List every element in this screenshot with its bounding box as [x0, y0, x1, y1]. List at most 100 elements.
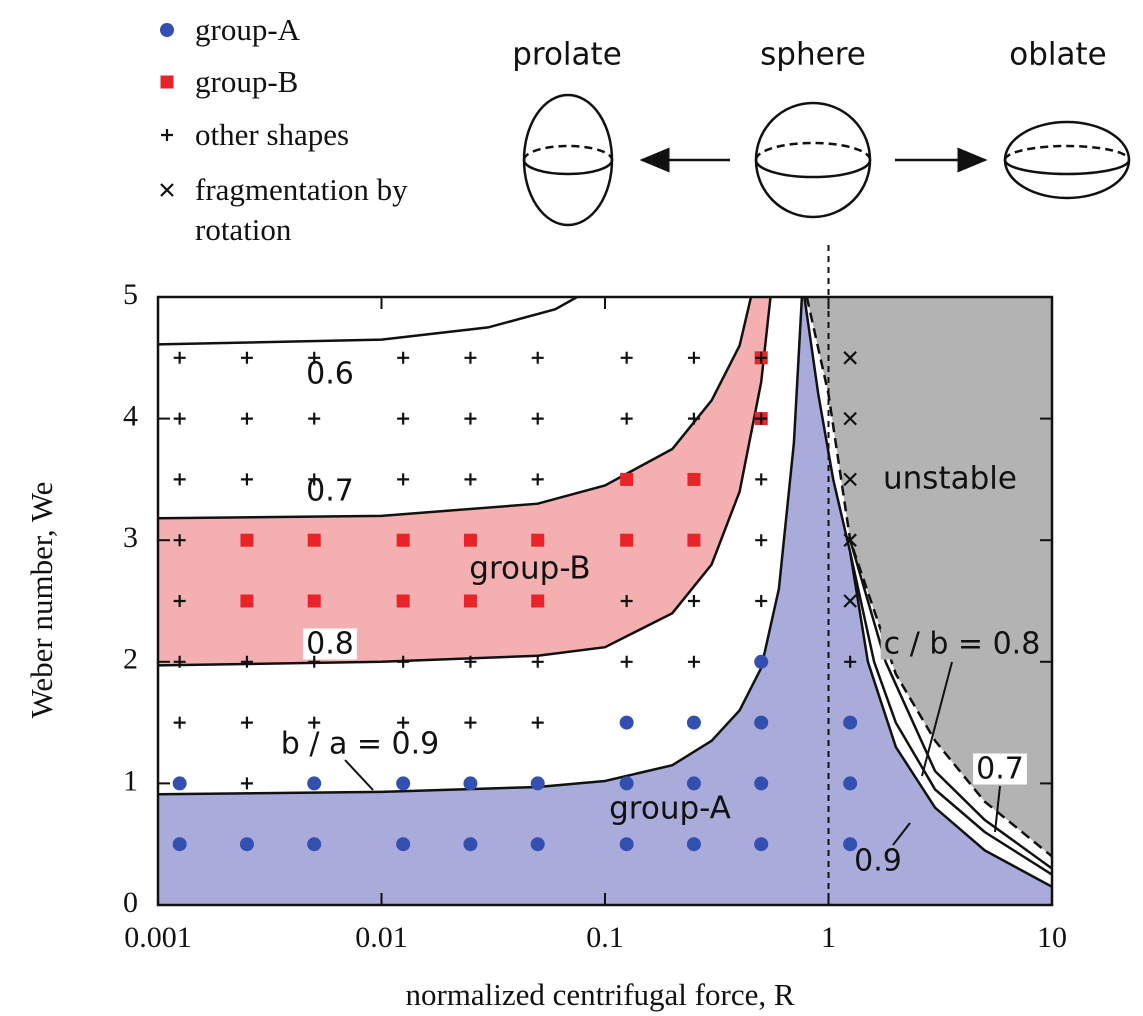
point: [463, 776, 478, 791]
curve-label: 0.8: [306, 627, 354, 662]
point: [307, 776, 322, 791]
point: [397, 412, 410, 425]
curve: [158, 297, 772, 667]
point: [172, 837, 187, 852]
point: [240, 533, 254, 547]
point: [843, 776, 858, 791]
leader-line: [892, 822, 911, 846]
point: [754, 715, 769, 730]
point: [308, 473, 321, 486]
point: [173, 351, 186, 364]
point: [843, 411, 857, 426]
legend-label: group-B: [195, 64, 299, 99]
x-axis-title: normalized centrifugal force, R: [405, 977, 794, 1012]
legend-marker: [160, 183, 174, 197]
point: [687, 351, 700, 364]
point: [531, 351, 544, 364]
curve: [158, 297, 578, 346]
point: [397, 351, 410, 364]
point: [620, 351, 633, 364]
point: [619, 837, 634, 852]
point: [464, 412, 477, 425]
point: [396, 594, 410, 608]
curve-label: b / a = 0.9: [281, 727, 440, 762]
point: [308, 412, 321, 425]
point: [687, 655, 700, 668]
point: [396, 533, 410, 547]
point: [620, 412, 633, 425]
point: [843, 837, 858, 852]
y-tick-label: 3: [123, 521, 138, 554]
point: [173, 716, 186, 729]
label-bg: [303, 475, 357, 507]
point: [620, 472, 634, 486]
label-bg: [303, 358, 357, 390]
point: [307, 594, 321, 608]
point: [308, 351, 321, 364]
point: [755, 595, 768, 607]
point: [531, 412, 544, 425]
region-label: group-A: [609, 791, 731, 827]
legend-label: fragmentation by rotation: [195, 172, 408, 247]
point: [687, 412, 700, 425]
point: [464, 473, 477, 486]
point: [754, 837, 769, 852]
point: [172, 776, 187, 791]
leader-line: [921, 661, 953, 777]
point: [686, 776, 701, 791]
point: [844, 655, 857, 668]
x-tick-label: 10: [1037, 921, 1067, 954]
point: [240, 412, 253, 425]
leader-line: [344, 759, 374, 791]
point: [240, 594, 254, 608]
label-bg: [851, 845, 905, 877]
shape-label: sphere: [760, 37, 866, 73]
point: [308, 655, 321, 668]
point: [686, 715, 701, 730]
point: [463, 533, 477, 547]
point: [240, 473, 253, 486]
x-tick-label: 0.001: [124, 921, 192, 954]
point: [463, 837, 478, 852]
point: [687, 595, 700, 607]
point: [240, 655, 253, 668]
label-bg: [277, 728, 443, 760]
y-axis-title: Weber number, We: [24, 482, 59, 719]
point: [307, 533, 321, 547]
point: [755, 534, 768, 547]
curve-label: 0.9: [854, 844, 902, 879]
point: [843, 715, 858, 730]
y-tick-label: 0: [123, 886, 138, 919]
point: [397, 473, 410, 486]
x-tick-label: 0.01: [355, 921, 408, 954]
point: [843, 472, 857, 487]
point: [531, 594, 545, 608]
point: [755, 412, 768, 425]
point: [240, 716, 253, 729]
legend-marker: [161, 129, 173, 141]
point: [531, 716, 544, 729]
point: [619, 776, 634, 791]
point: [397, 716, 410, 729]
y-tick-label: 2: [123, 643, 138, 676]
point: [397, 655, 410, 668]
curve: [848, 552, 1052, 876]
point: [396, 776, 411, 791]
point: [687, 472, 701, 486]
point: [307, 837, 322, 852]
legend-marker: [160, 75, 174, 89]
curves: [158, 297, 1052, 888]
x-tick-label: 1: [821, 921, 836, 954]
point: [530, 837, 545, 852]
y-tick-label: 5: [123, 278, 138, 311]
region: [158, 297, 771, 666]
point: [173, 534, 186, 547]
x-tick-label: 0.1: [586, 921, 624, 954]
point: [531, 473, 544, 486]
point: [464, 655, 477, 668]
label-bg: [303, 628, 357, 660]
point: [620, 533, 634, 547]
point: [463, 594, 477, 608]
point: [173, 595, 186, 607]
